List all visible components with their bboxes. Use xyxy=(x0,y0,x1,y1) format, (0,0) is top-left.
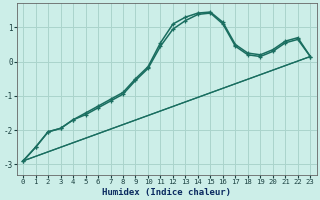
X-axis label: Humidex (Indice chaleur): Humidex (Indice chaleur) xyxy=(102,188,231,197)
